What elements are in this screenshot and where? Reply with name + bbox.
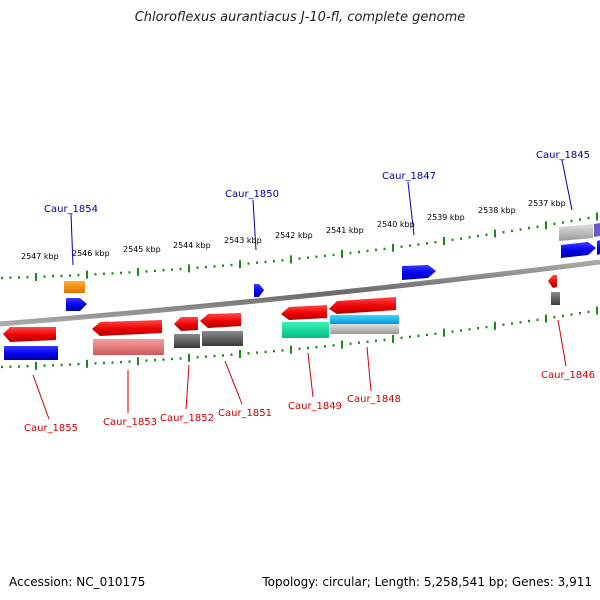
gene-label[interactable]: Caur_1847 <box>382 171 436 182</box>
gene-feature[interactable] <box>330 315 399 324</box>
upper-tick-row <box>1 212 598 281</box>
gene-label[interactable]: Caur_1850 <box>225 189 279 200</box>
gene-label[interactable]: Caur_1854 <box>44 204 98 215</box>
label-leader <box>224 360 243 405</box>
map-title: Chloroflexus aurantiacus J-10-fl, comple… <box>134 10 466 25</box>
kbp-label: 2543 kbp <box>224 236 262 245</box>
accession-text: Accession: NC_010175 <box>9 575 146 589</box>
kbp-label: 2544 kbp <box>173 241 211 250</box>
gene-feature[interactable] <box>202 331 243 346</box>
gene-feature[interactable] <box>559 224 593 241</box>
gene-feature[interactable] <box>254 284 264 297</box>
gene-feature[interactable] <box>66 298 87 311</box>
kbp-label: 2539 kbp <box>427 213 465 222</box>
reverse-gene-labels: Caur_1855 Caur_1853 Caur_1852 Caur_1851 … <box>24 319 595 434</box>
gene-label[interactable]: Caur_1846 <box>541 370 595 381</box>
gene-feature[interactable] <box>93 339 164 355</box>
label-leader <box>185 364 190 410</box>
gene-feature[interactable] <box>594 223 600 237</box>
gene-feature[interactable] <box>92 320 162 336</box>
gene-label[interactable]: Caur_1851 <box>218 408 272 419</box>
kbp-label: 2542 kbp <box>275 231 313 240</box>
gene-label[interactable]: Caur_1849 <box>288 401 342 412</box>
kbp-label: 2537 kbp <box>528 199 566 208</box>
kbp-label: 2538 kbp <box>478 206 516 215</box>
kbp-label: 2547 kbp <box>21 252 59 261</box>
gene-feature[interactable] <box>200 313 241 328</box>
kbp-label: 2545 kbp <box>123 245 161 254</box>
gene-feature[interactable] <box>4 346 58 360</box>
label-leader <box>252 199 257 251</box>
label-leader <box>366 346 372 392</box>
label-leader <box>557 319 567 367</box>
gene-feature[interactable] <box>282 322 329 338</box>
gene-feature[interactable] <box>551 292 560 305</box>
gene-label[interactable]: Caur_1855 <box>24 423 78 434</box>
kbp-label: 2546 kbp <box>72 249 110 258</box>
kbp-scale: 2547 kbp 2546 kbp 2545 kbp 2544 kbp 2543… <box>21 199 566 261</box>
reverse-features <box>3 275 560 360</box>
gene-feature[interactable] <box>329 297 396 314</box>
gene-feature[interactable] <box>3 327 56 342</box>
gene-feature[interactable] <box>548 275 557 288</box>
forward-gene-labels: Caur_1854 Caur_1850 Caur_1847 Caur_1845 <box>44 150 590 266</box>
lower-tick-row <box>1 306 598 370</box>
kbp-label: 2541 kbp <box>326 226 364 235</box>
genome-backbone <box>0 259 600 327</box>
label-leader <box>407 181 415 236</box>
label-leader <box>561 159 573 211</box>
gene-feature[interactable] <box>174 317 198 331</box>
gene-feature[interactable] <box>281 305 327 320</box>
label-leader <box>70 213 74 266</box>
gene-label[interactable]: Caur_1853 <box>103 417 157 428</box>
gene-feature[interactable] <box>597 240 600 255</box>
label-leader <box>32 374 50 420</box>
gene-feature[interactable] <box>402 265 436 280</box>
label-leader <box>307 352 314 398</box>
genome-summary: Topology: circular; Length: 5,258,541 bp… <box>262 575 592 589</box>
gene-feature[interactable] <box>174 334 200 348</box>
gene-label[interactable]: Caur_1852 <box>160 413 214 424</box>
gene-feature[interactable] <box>64 281 85 293</box>
gene-feature[interactable] <box>561 242 596 258</box>
forward-features <box>64 223 600 311</box>
gene-feature[interactable] <box>330 324 399 334</box>
gene-label[interactable]: Caur_1848 <box>347 394 401 405</box>
gene-label[interactable]: Caur_1845 <box>536 150 590 161</box>
kbp-label: 2540 kbp <box>377 220 415 229</box>
